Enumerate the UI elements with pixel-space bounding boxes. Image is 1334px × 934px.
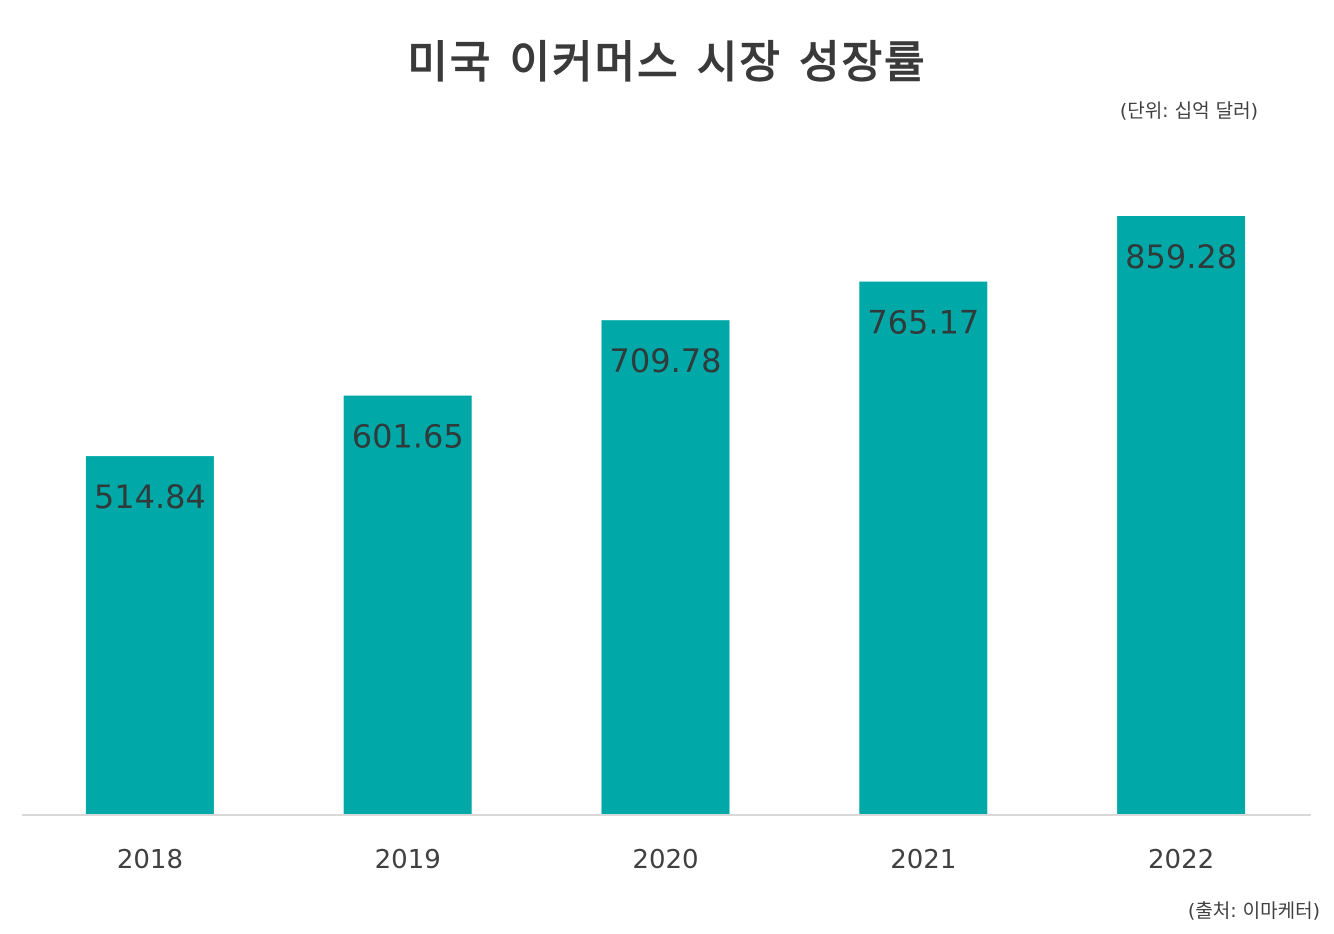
x-tick-labels-layer: 2018 2019 2020 2021 2022 (117, 845, 1214, 875)
bars-layer (85, 216, 1246, 816)
bar-2022 (1117, 216, 1246, 815)
bar-2018 (85, 456, 214, 815)
bar-value-label-2019: 601.65 (352, 418, 464, 456)
x-tick-label-2018: 2018 (117, 845, 183, 875)
value-labels-layer: 514.84 601.65 709.78 765.17 859.28 (94, 238, 1237, 516)
chart-title: 미국 이커머스 시장 성장률 (407, 37, 927, 88)
x-tick-label-2022: 2022 (1148, 845, 1214, 875)
bar-value-label-2022: 859.28 (1125, 238, 1237, 276)
x-tick-label-2020: 2020 (632, 845, 698, 875)
bar-value-label-2018: 514.84 (94, 478, 206, 516)
source-label: (출처: 이마케터) (1187, 900, 1320, 922)
bar-2020 (601, 320, 730, 815)
x-tick-label-2021: 2021 (890, 845, 956, 875)
bar-2021 (859, 281, 988, 816)
bar-value-label-2020: 709.78 (610, 342, 722, 380)
bar-value-label-2021: 765.17 (867, 304, 979, 342)
x-tick-label-2019: 2019 (375, 845, 441, 875)
bar-2019 (343, 395, 472, 815)
unit-label: (단위: 십억 달러) (1119, 100, 1258, 122)
